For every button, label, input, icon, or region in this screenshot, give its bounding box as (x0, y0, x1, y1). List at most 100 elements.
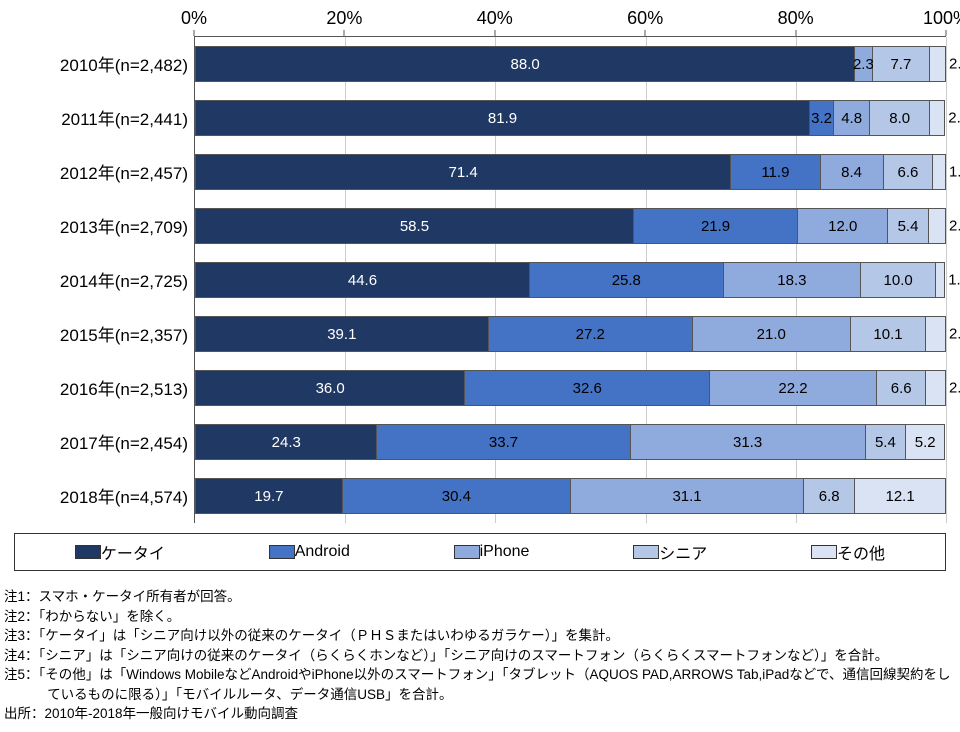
bar-row: 58.521.912.05.42.3 (195, 199, 946, 253)
bar-segment: 30.4 (343, 478, 571, 514)
legend-item: その他 (811, 540, 885, 564)
legend-swatch (811, 545, 837, 559)
bar-segment-label: 8.4 (841, 164, 862, 181)
y-axis-label: 2016年(n=2,513) (14, 360, 194, 414)
footnotes: 注1：スマホ・ケータイ所有者が回答。注2：「わからない」を除く。注3：「ケータイ… (0, 587, 960, 732)
bar-segment: 31.1 (571, 478, 804, 514)
stacked-bar: 81.9 3.24.88.02.0 (195, 100, 946, 136)
bars-area: 88.02.37.72.1 81.9 3.24.88.02.0 71.4 11.9 8.4… (194, 36, 946, 523)
stacked-bar: 24.333.731.35.45.2 (195, 424, 946, 460)
bar-segment-label: 1.7 (949, 164, 960, 181)
bar-segment-label: 2.6 (949, 380, 960, 397)
legend-swatch (75, 545, 101, 559)
y-axis-label: 2010年(n=2,482) (14, 36, 194, 90)
bar-segment: 71.4 (195, 154, 731, 190)
y-axis-label: 2018年(n=4,574) (14, 468, 194, 522)
legend-item: シニア (633, 540, 707, 564)
bar-segment: 58.5 (195, 208, 634, 244)
legend-item: Android (269, 543, 350, 561)
x-tick-label: 0% (181, 8, 207, 29)
bar-segment-label: 7.7 (890, 56, 911, 73)
bar-segment: 18.3 (724, 262, 861, 298)
bar-segment: 36.0 (195, 370, 465, 406)
bar-segment: 12.0 (798, 208, 888, 244)
bar-segment: 44.6 (195, 262, 530, 298)
stacked-bar: 36.032.622.26.62.6 (195, 370, 946, 406)
bar-row: 36.032.622.26.62.6 (195, 361, 946, 415)
bar-segment: 10.0 (861, 262, 936, 298)
bar-segment-label: 31.1 (672, 488, 701, 505)
legend-item: ケータイ (75, 540, 165, 564)
bar-segment: 2.6 (926, 316, 946, 352)
y-axis-label: 2015年(n=2,357) (14, 306, 194, 360)
x-tick-label: 80% (778, 8, 814, 29)
bar-segment: 25.8 (530, 262, 724, 298)
bar-segment: 39.1 (195, 316, 489, 352)
bar-segment: 10.1 (851, 316, 927, 352)
bar-row: 44.6 25.8 18.3 10.0 1.2 (195, 253, 946, 307)
bar-segment: 19.7 (195, 478, 343, 514)
bar-row: 88.02.37.72.1 (195, 37, 946, 91)
bar-segment-label: 5.4 (875, 434, 896, 451)
legend-label: iPhone (480, 543, 530, 561)
bar-segment-label: 12.1 (886, 488, 915, 505)
bar-segment-label: 22.2 (778, 380, 807, 397)
bar-segment-label: 31.3 (733, 434, 762, 451)
x-tick-label: 60% (627, 8, 663, 29)
bar-segment-label: 32.6 (573, 380, 602, 397)
footnote-line: 注3：「ケータイ」は「シニア向け以外の従来のケータイ（ＰＨＳまたはいわゆるガラケ… (4, 626, 956, 646)
bar-segment-label: 3.2 (811, 110, 832, 127)
bar-segment: 2.0 (930, 100, 945, 136)
y-axis-label: 2013年(n=2,709) (14, 198, 194, 252)
stacked-bar: 19.7 30.4 31.1 6.8 12.1 (195, 478, 946, 514)
bar-segment-label: 1.2 (948, 272, 960, 289)
bar-segment: 32.6 (465, 370, 710, 406)
bar-segment: 8.0 (870, 100, 930, 136)
x-axis: 0%20%40%60%80%100% (194, 8, 946, 36)
bar-segment-label: 18.3 (777, 272, 806, 289)
bar-row: 39.127.221.010.12.6 (195, 307, 946, 361)
bar-segment: 7.7 (873, 46, 931, 82)
legend-swatch (454, 545, 480, 559)
legend: ケータイ Android iPhone シニア その他 (14, 533, 946, 571)
bar-segment-label: 11.9 (761, 164, 789, 181)
bar-segment: 21.0 (693, 316, 851, 352)
bar-segment: 21.9 (634, 208, 798, 244)
bar-segment: 2.6 (926, 370, 946, 406)
bar-segment-label: 30.4 (442, 488, 471, 505)
bar-segment: 5.2 (906, 424, 945, 460)
bar-segment: 2.3 (929, 208, 946, 244)
bar-segment-label: 10.0 (884, 272, 913, 289)
bar-segment-label: 33.7 (489, 434, 518, 451)
legend-label: シニア (659, 540, 707, 564)
bar-segment: 6.6 (884, 154, 934, 190)
bar-segment: 4.8 (834, 100, 870, 136)
footnote-line: 出所：2010年-2018年一般向けモバイル動向調査 (4, 704, 956, 724)
bar-segment-label: 25.8 (612, 272, 641, 289)
stacked-bar: 44.6 25.8 18.3 10.0 1.2 (195, 262, 946, 298)
chart-container: 2010年(n=2,482)2011年(n=2,441)2012年(n=2,45… (0, 0, 960, 577)
bar-segment: 1.7 (933, 154, 946, 190)
bar-segment: 12.1 (855, 478, 946, 514)
bar-segment: 6.8 (804, 478, 855, 514)
x-tick-label: 100% (923, 8, 960, 29)
legend-swatch (269, 545, 295, 559)
bar-segment: 1.2 (936, 262, 945, 298)
chart-area: 2010年(n=2,482)2011年(n=2,441)2012年(n=2,45… (14, 8, 946, 523)
bar-segment: 3.2 (810, 100, 834, 136)
bar-segment-label: 19.7 (254, 488, 283, 505)
bar-row: 71.4 11.9 8.4 6.61.7 (195, 145, 946, 199)
bar-segment: 8.4 (821, 154, 884, 190)
bar-segment-label: 39.1 (327, 326, 356, 343)
stacked-bar: 39.127.221.010.12.6 (195, 316, 946, 352)
bar-segment-label: 21.9 (701, 218, 730, 235)
bar-segment: 11.9 (731, 154, 820, 190)
bar-segment-label: 5.2 (915, 434, 936, 451)
x-tick-label: 40% (477, 8, 513, 29)
legend-swatch (633, 545, 659, 559)
bar-segment: 5.4 (866, 424, 907, 460)
bar-segment: 88.0 (195, 46, 855, 82)
bar-segment-label: 88.0 (511, 56, 540, 73)
bar-segment-label: 81.9 (488, 110, 517, 127)
footnote-line: 注1：スマホ・ケータイ所有者が回答。 (4, 587, 956, 607)
